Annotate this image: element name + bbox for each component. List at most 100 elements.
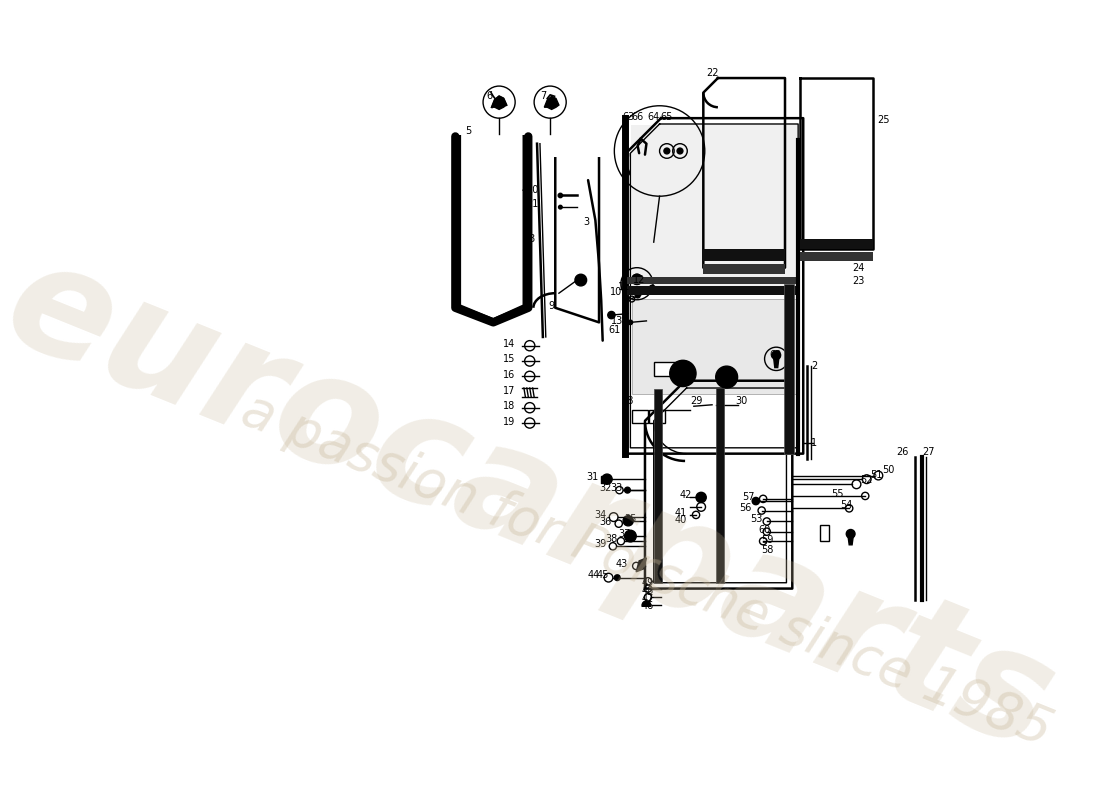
Text: 47: 47 — [641, 594, 653, 604]
Text: 13: 13 — [610, 316, 623, 326]
Text: 7: 7 — [540, 91, 546, 102]
Text: 14: 14 — [503, 339, 515, 350]
Text: 36: 36 — [600, 518, 612, 527]
Circle shape — [678, 148, 683, 154]
Bar — [627, 286, 796, 294]
Text: 12: 12 — [632, 275, 645, 285]
Circle shape — [678, 367, 689, 379]
Polygon shape — [492, 96, 506, 110]
Text: 41: 41 — [674, 508, 686, 518]
Text: 51: 51 — [870, 470, 882, 480]
Text: 66: 66 — [631, 112, 644, 122]
Text: 44: 44 — [587, 570, 600, 581]
Circle shape — [772, 351, 781, 359]
Text: 18: 18 — [503, 402, 515, 411]
Text: 22: 22 — [706, 68, 718, 78]
Text: 21: 21 — [526, 199, 539, 210]
Text: 20: 20 — [526, 185, 539, 194]
Bar — [631, 125, 798, 293]
Bar — [653, 362, 683, 376]
Circle shape — [846, 530, 855, 538]
Text: 30: 30 — [736, 396, 748, 406]
Bar — [631, 299, 796, 394]
Text: eurocarparts: eurocarparts — [0, 227, 1074, 782]
Text: 43: 43 — [615, 558, 627, 569]
Text: 38: 38 — [605, 534, 617, 544]
Text: 19: 19 — [503, 417, 515, 426]
Circle shape — [716, 366, 738, 388]
Text: a passion for Porsche since 1985: a passion for Porsche since 1985 — [234, 383, 1059, 758]
Bar — [800, 239, 872, 250]
Circle shape — [608, 311, 615, 318]
Bar — [703, 250, 785, 261]
Circle shape — [575, 274, 586, 286]
Text: 59: 59 — [761, 534, 773, 545]
Circle shape — [670, 360, 696, 386]
Text: 11: 11 — [618, 282, 630, 292]
Text: 2: 2 — [812, 361, 817, 371]
Bar — [820, 525, 828, 541]
Text: 35: 35 — [625, 514, 637, 523]
Text: 15: 15 — [503, 354, 515, 364]
Text: 3: 3 — [583, 218, 590, 227]
Text: 54: 54 — [839, 501, 853, 510]
Text: 4: 4 — [521, 185, 528, 194]
Text: 33: 33 — [610, 483, 623, 493]
Text: 5: 5 — [465, 126, 472, 136]
Text: 23: 23 — [852, 276, 865, 286]
Bar — [627, 277, 796, 285]
Circle shape — [614, 574, 620, 581]
Circle shape — [723, 373, 732, 382]
Text: 50: 50 — [882, 466, 894, 475]
Text: 9: 9 — [549, 301, 554, 310]
Text: 60: 60 — [758, 525, 770, 534]
Text: 45: 45 — [596, 570, 608, 581]
Circle shape — [623, 516, 634, 526]
Text: 6: 6 — [486, 91, 493, 102]
Polygon shape — [848, 534, 854, 545]
Text: 8: 8 — [528, 234, 535, 243]
Polygon shape — [773, 355, 779, 367]
Polygon shape — [602, 475, 607, 483]
Circle shape — [635, 293, 640, 298]
Text: 34: 34 — [594, 510, 606, 520]
Bar — [631, 410, 648, 423]
Text: 61: 61 — [608, 325, 620, 334]
Text: 57: 57 — [741, 492, 755, 502]
Text: 16: 16 — [503, 370, 515, 380]
Text: 55: 55 — [830, 489, 844, 498]
Text: 56: 56 — [739, 502, 751, 513]
Text: 53: 53 — [750, 514, 762, 523]
Bar — [653, 390, 662, 582]
Text: 64: 64 — [647, 112, 660, 122]
Text: 10: 10 — [610, 286, 623, 297]
Text: 52: 52 — [860, 475, 872, 485]
Text: 39: 39 — [594, 539, 606, 549]
Text: 28: 28 — [621, 396, 634, 406]
Bar — [783, 285, 794, 454]
Text: 1: 1 — [811, 438, 816, 448]
Text: 29: 29 — [691, 396, 703, 406]
Text: 46: 46 — [641, 601, 653, 611]
Circle shape — [628, 320, 632, 325]
Circle shape — [559, 206, 562, 209]
Text: 65: 65 — [660, 112, 673, 122]
Polygon shape — [634, 279, 640, 292]
Text: 63: 63 — [623, 112, 635, 122]
Text: 26: 26 — [896, 447, 909, 457]
Text: 58: 58 — [761, 545, 774, 555]
Circle shape — [642, 601, 651, 610]
Circle shape — [625, 487, 630, 493]
Text: 62: 62 — [769, 350, 781, 360]
Bar — [703, 264, 785, 274]
Bar — [716, 388, 724, 582]
Text: 32: 32 — [600, 483, 612, 493]
Circle shape — [696, 492, 706, 502]
Text: 25: 25 — [877, 114, 890, 125]
Circle shape — [631, 274, 642, 285]
Circle shape — [558, 194, 562, 198]
Circle shape — [625, 530, 636, 542]
Text: 42: 42 — [680, 490, 692, 500]
Text: 24: 24 — [852, 263, 865, 274]
Bar — [800, 252, 872, 261]
